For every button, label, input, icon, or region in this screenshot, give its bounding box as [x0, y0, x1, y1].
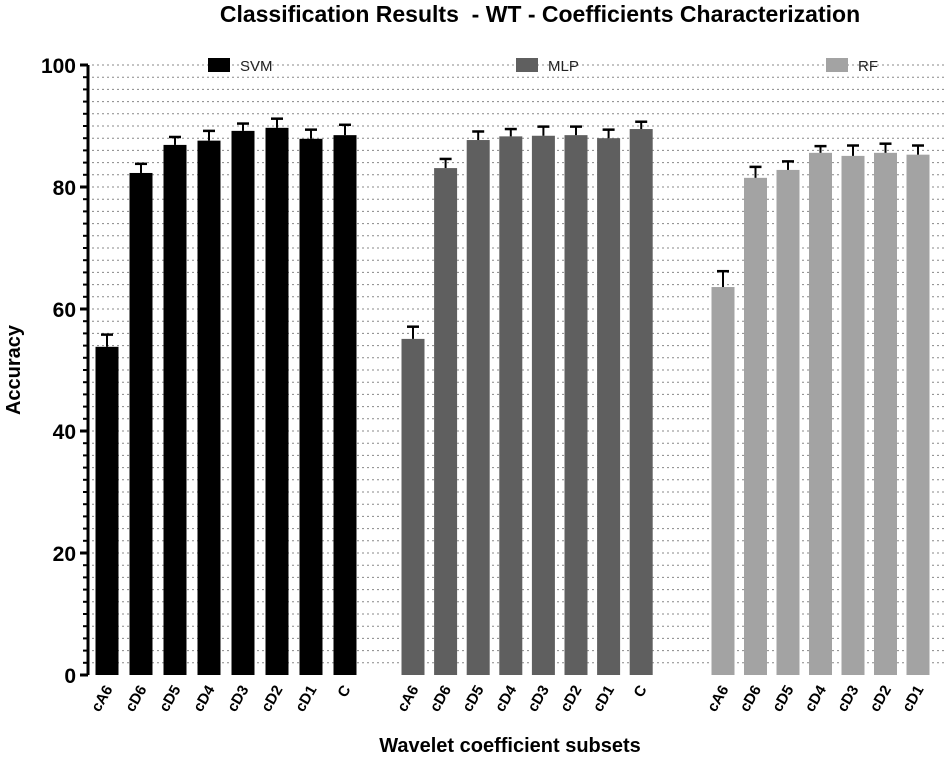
- bar-rf-cd1: [906, 154, 930, 676]
- x-tick-label: cA6: [88, 683, 116, 715]
- bar-mlp-cd3: [531, 135, 555, 675]
- x-tick-label: cD1: [899, 683, 927, 715]
- bar-mlp-cd6: [434, 168, 458, 675]
- bar-mlp-c: [629, 129, 653, 676]
- x-tick-label: cD6: [122, 683, 150, 715]
- x-axis-label: Wavelet coefficient subsets: [379, 735, 641, 757]
- bar-svm-cd3: [231, 130, 255, 675]
- legend: SVM MLP RF: [208, 58, 878, 75]
- bar-svm-cd5: [163, 144, 187, 675]
- legend-label-rf: RF: [858, 58, 878, 75]
- x-tick-label: cD1: [292, 683, 320, 715]
- x-tick-label: cD5: [769, 683, 797, 715]
- y-tick-label: 80: [53, 177, 76, 200]
- x-tick-label: cD4: [492, 682, 521, 715]
- y-tick-label: 40: [53, 421, 76, 444]
- x-tick-label: C: [334, 682, 354, 700]
- bar-mlp-cd2: [564, 135, 588, 675]
- x-tick-label: cD2: [866, 683, 894, 715]
- bar-svm-ca6: [95, 346, 119, 675]
- x-tick-label: cD6: [736, 683, 764, 715]
- bar-svm-c: [333, 135, 357, 675]
- x-tick-label: cA6: [704, 683, 732, 715]
- x-tick-label: cD3: [524, 683, 552, 715]
- y-tick-label: 0: [64, 665, 76, 688]
- x-tick-label: cD3: [834, 683, 862, 715]
- bar-rf-cd3: [841, 155, 865, 675]
- x-tick-label: cD3: [224, 683, 252, 715]
- legend-label-svm: SVM: [240, 58, 273, 75]
- bar-svm-cd1: [299, 138, 323, 675]
- bar-rf-cd5: [776, 169, 800, 676]
- chart-title: Classification Results - WT - Coefficien…: [220, 1, 860, 27]
- bar-mlp-cd5: [466, 140, 490, 675]
- x-tick-label: cD5: [156, 683, 184, 715]
- bar-rf-ca6: [711, 287, 735, 675]
- bar-mlp-cd4: [499, 136, 523, 675]
- y-tick-label: 60: [53, 299, 76, 322]
- bar-svm-cd4: [197, 140, 221, 675]
- x-tick-label: cD6: [427, 683, 455, 715]
- x-tick-label: cD4: [801, 682, 830, 715]
- bar-mlp-cd1: [597, 138, 621, 675]
- x-tick-label: cD2: [258, 683, 286, 715]
- y-tick-label: 100: [41, 55, 76, 78]
- bar-mlp-ca6: [401, 338, 425, 675]
- bar-rf-cd2: [874, 152, 897, 676]
- legend-swatch-svm: [208, 58, 230, 72]
- x-tick-label: cD4: [190, 682, 219, 715]
- bar-svm-cd6: [129, 172, 153, 675]
- bar-rf-cd6: [744, 177, 767, 675]
- bar-svm-cd2: [265, 127, 289, 675]
- legend-swatch-rf: [826, 58, 848, 72]
- x-tick-label: cD5: [459, 683, 487, 715]
- bar-rf-cd4: [809, 152, 832, 676]
- legend-label-mlp: MLP: [548, 58, 579, 75]
- y-axis: 0 20 40 60 80 100: [41, 55, 90, 688]
- x-tick-label: C: [631, 682, 651, 700]
- y-axis-label: Accuracy: [3, 324, 25, 415]
- y-tick-label: 20: [53, 543, 76, 566]
- x-tick-label: cA6: [394, 683, 422, 715]
- x-tick-label: cD2: [557, 683, 585, 715]
- legend-swatch-mlp: [516, 58, 538, 72]
- x-tick-label: cD1: [590, 683, 618, 715]
